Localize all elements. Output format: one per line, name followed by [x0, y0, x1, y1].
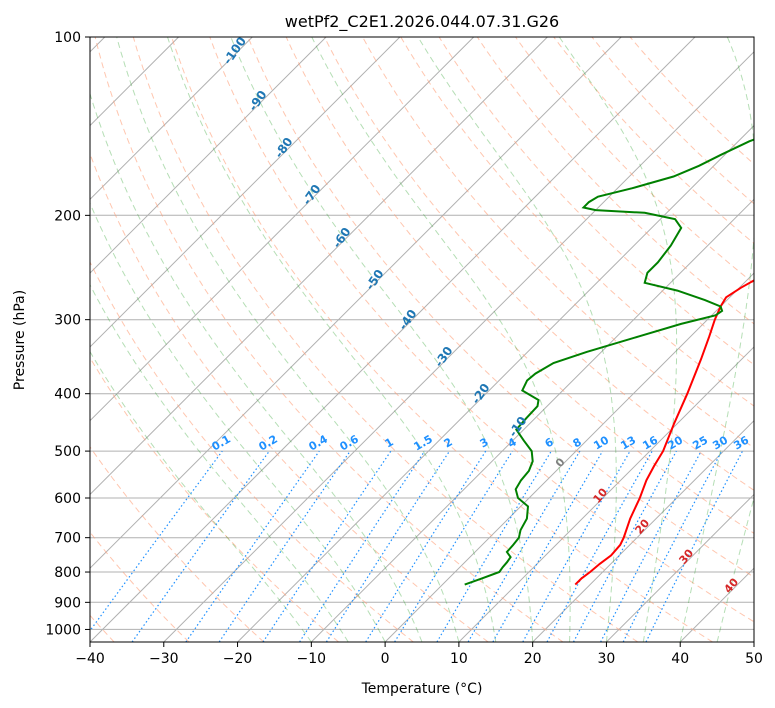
isotherm	[90, 37, 696, 642]
x-tick-label: 50	[745, 651, 763, 667]
x-tick-label: −10	[297, 651, 327, 667]
dewpoint-profile-line	[464, 138, 754, 586]
moist-adiabat	[90, 283, 349, 642]
isotherm	[90, 37, 475, 422]
mixing-ratio-line	[131, 450, 270, 642]
temperature-profile-line	[574, 279, 754, 586]
y-tick-label: 200	[54, 208, 81, 224]
dry-adiabat	[438, 37, 754, 366]
y-tick-label: 900	[54, 595, 81, 611]
isotherm	[384, 272, 754, 642]
mixing-ratio-line	[299, 450, 426, 642]
y-tick-label: 1000	[45, 622, 81, 638]
mixing-ratio-line	[522, 450, 631, 642]
mixing-ratio-line	[546, 450, 653, 642]
x-tick-label: −30	[149, 651, 179, 667]
x-tick-label: −40	[75, 651, 105, 667]
y-tick-label: 500	[54, 444, 81, 460]
isotherm	[163, 51, 754, 642]
dry-adiabat	[171, 37, 713, 642]
moist-adiabat	[230, 37, 534, 642]
mixing-ratio-line	[394, 450, 513, 642]
x-tick-label: 0	[381, 651, 390, 667]
x-tick-label: 30	[598, 651, 616, 667]
plot-frame	[89, 36, 755, 643]
x-axis: −40 −30 −20 −10 0 10 20 30 40 50	[75, 642, 763, 667]
isotherm	[90, 37, 327, 274]
moist-adiabat	[417, 37, 617, 642]
isotherm	[90, 37, 622, 569]
dry-adiabat	[323, 37, 754, 491]
x-tick-label: 40	[671, 651, 689, 667]
x-axis-title: Temperature (°C)	[361, 681, 483, 697]
y-tick-label: 800	[54, 565, 81, 581]
moist-adiabat	[90, 91, 423, 642]
dry-adiabat	[90, 356, 339, 642]
mixing-ratio-line	[185, 450, 320, 642]
dry-adiabat	[209, 37, 754, 623]
moist-adiabat	[716, 496, 754, 642]
y-tick-label: 600	[54, 491, 81, 507]
dry-adiabat	[285, 37, 754, 534]
y-axis-title: Pressure (hPa)	[12, 290, 28, 390]
isotherm	[90, 37, 253, 201]
chart-title: wetPf2_C2E1.2026.044.07.31.G26	[285, 12, 559, 32]
mixing-ratio-line	[645, 450, 744, 642]
dry-adiabat	[90, 446, 265, 642]
y-axis: 100 200 300 400 500 600 700 800 900 1000	[45, 30, 90, 638]
mixing-ratio-line	[218, 450, 351, 642]
dry-adiabat	[90, 260, 414, 642]
y-tick-label: 400	[54, 387, 81, 403]
plot-area	[90, 37, 754, 642]
y-tick-label: 700	[54, 531, 81, 547]
x-tick-label: 20	[524, 651, 542, 667]
isotherm	[606, 493, 754, 642]
moist-adiabat	[90, 202, 386, 642]
mixing-ratio-line	[325, 450, 450, 642]
x-tick-label: 10	[450, 651, 468, 667]
moist-adiabat	[116, 37, 460, 642]
y-tick-label: 300	[54, 313, 81, 329]
mixing-ratio-line	[262, 450, 392, 642]
moist-adiabat	[558, 37, 678, 642]
isotherm	[532, 419, 754, 642]
x-tick-label: −20	[223, 651, 253, 667]
dry-adiabat	[94, 37, 564, 642]
dry-adiabat	[476, 37, 754, 325]
moist-adiabat	[679, 37, 754, 642]
y-tick-label: 100	[54, 30, 81, 46]
moist-adiabat	[311, 37, 571, 642]
isotherm	[90, 37, 548, 496]
moist-adiabat	[167, 37, 497, 642]
dry-adiabat	[247, 37, 754, 578]
dry-adiabat	[132, 37, 639, 642]
moist-adiabat	[90, 350, 312, 642]
mixing-ratio-line	[90, 450, 223, 632]
isotherm	[90, 37, 401, 348]
mixing-ratio-line	[572, 450, 677, 642]
isotherm	[458, 346, 754, 642]
isotherm	[237, 124, 754, 642]
